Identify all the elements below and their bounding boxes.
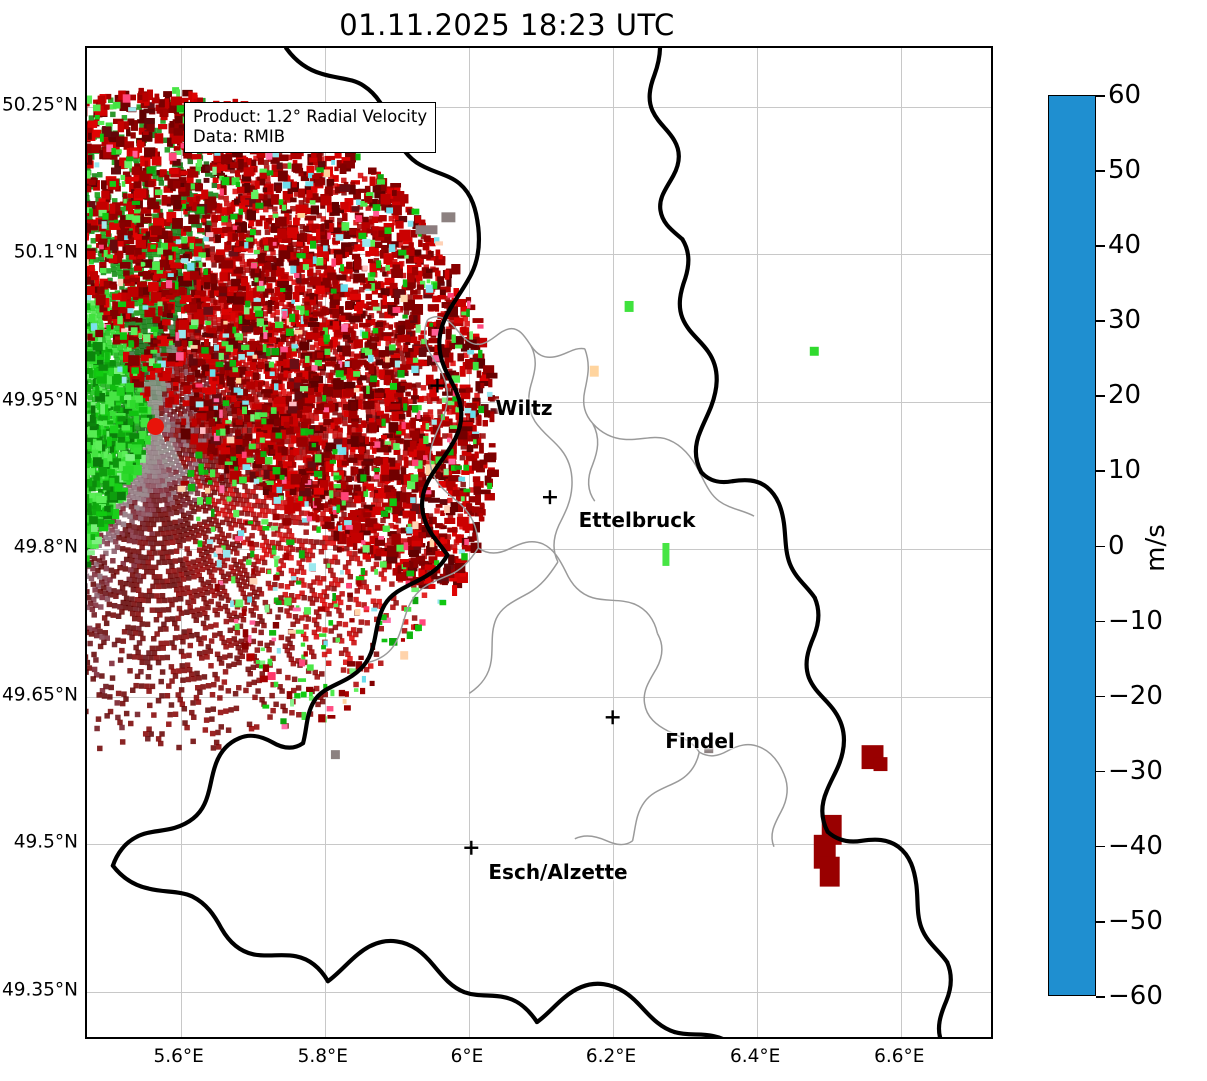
colorbar-label--20: −20: [1108, 680, 1163, 711]
colorbar-label-10: 10: [1108, 455, 1142, 486]
radar-site-marker: [146, 418, 164, 436]
gridline-lat-5: [87, 844, 991, 846]
gridline-lat-3: [87, 549, 991, 551]
colorbar-tick-30: [1096, 320, 1105, 322]
country-borders: [110, 48, 953, 1037]
city-label-ettelbruck: Ettelbruck: [578, 508, 696, 532]
colorbar-tick-40: [1096, 245, 1105, 247]
colorbar-label--60: −60: [1108, 981, 1163, 1011]
lat-tick-label-3: 49.8°N: [13, 536, 78, 558]
lon-tick-label-0: 5.6°E: [153, 1046, 204, 1067]
map-clip: [87, 48, 991, 1037]
gridline-lon-2: [468, 48, 470, 1037]
colorbar-tick-50: [1096, 170, 1105, 172]
map-geometry-layer: [87, 48, 953, 1037]
administrative-borders: [367, 316, 788, 848]
gridline-lat-2: [87, 401, 991, 403]
lat-tick-label-1: 50.1°N: [13, 241, 78, 263]
city-markers: [430, 378, 620, 855]
gridline-lat-4: [87, 696, 991, 698]
colorbar[interactable]: 60 50 40 30 20 10 0 −10 −20 −30 −40 −50 −60: [1048, 80, 1163, 1011]
lat-tick-label-5: 49.5°N: [13, 831, 78, 853]
colorbar-tick--20: [1096, 695, 1105, 698]
lat-tick-label-6: 49.35°N: [1, 979, 78, 1001]
colorbar-label--40: −40: [1108, 830, 1163, 861]
gridline-lat-1: [87, 254, 991, 256]
colorbar-tick--10: [1096, 620, 1105, 623]
colorbar-tick-20: [1096, 395, 1105, 397]
gridline-lat-0: [87, 106, 991, 108]
colorbar-label-60: 60: [1108, 80, 1142, 110]
colorbar-label-50: 50: [1108, 155, 1142, 186]
product-info-box: Product: 1.2° Radial Velocity Data: RMIB: [184, 102, 437, 154]
radar-map-plot[interactable]: Product: 1.2° Radial Velocity Data: RMIB…: [85, 46, 993, 1039]
lon-tick-label-5: 6.6°E: [874, 1046, 925, 1067]
colorbar-tick-10: [1096, 470, 1105, 472]
product-line: Product: 1.2° Radial Velocity: [193, 107, 428, 126]
colorbar-label-40: 40: [1108, 230, 1142, 261]
gridline-lon-5: [901, 48, 903, 1037]
colorbar-tick-60: [1096, 95, 1105, 97]
radar-echo-layer: [87, 87, 888, 887]
colorbar-tick--60: [1096, 996, 1105, 998]
colorbar-unit-label: m/s: [1141, 524, 1171, 572]
colorbar-label-0: 0: [1108, 530, 1125, 561]
lon-tick-label-1: 5.8°E: [297, 1046, 348, 1067]
page-title: 01.11.2025 18:23 UTC: [339, 8, 675, 42]
gridline-lon-4: [757, 48, 759, 1037]
city-label-esch-alzette: Esch/Alzette: [488, 860, 628, 884]
gridline-lon-3: [613, 48, 615, 1037]
colorbar-tick--50: [1096, 920, 1105, 923]
gridline-lat-6: [87, 991, 991, 993]
city-label-findel: Findel: [665, 729, 735, 753]
colorbar-label--10: −10: [1108, 605, 1163, 636]
lon-tick-label-3: 6.2°E: [585, 1046, 637, 1067]
colorbar-label-30: 30: [1108, 305, 1142, 336]
colorbar-tick-0: [1096, 545, 1105, 548]
lon-tick-label-2: 6°E: [450, 1046, 484, 1067]
colorbar-label-20: 20: [1108, 380, 1142, 411]
colorbar-tick--40: [1096, 845, 1105, 848]
data-source-line: Data: RMIB: [193, 127, 286, 147]
lat-tick-label-0: 50.25°N: [1, 94, 78, 116]
lon-tick-label-4: 6.4°E: [730, 1046, 781, 1067]
colorbar-tick--30: [1096, 770, 1105, 773]
city-label-wiltz: Wiltz: [495, 396, 553, 420]
colorbar-gradient: [1048, 95, 1096, 996]
colorbar-label--30: −30: [1108, 755, 1163, 786]
colorbar-label--50: −50: [1108, 905, 1163, 936]
lat-tick-label-4: 49.65°N: [1, 684, 78, 706]
lat-tick-label-2: 49.95°N: [1, 389, 78, 411]
